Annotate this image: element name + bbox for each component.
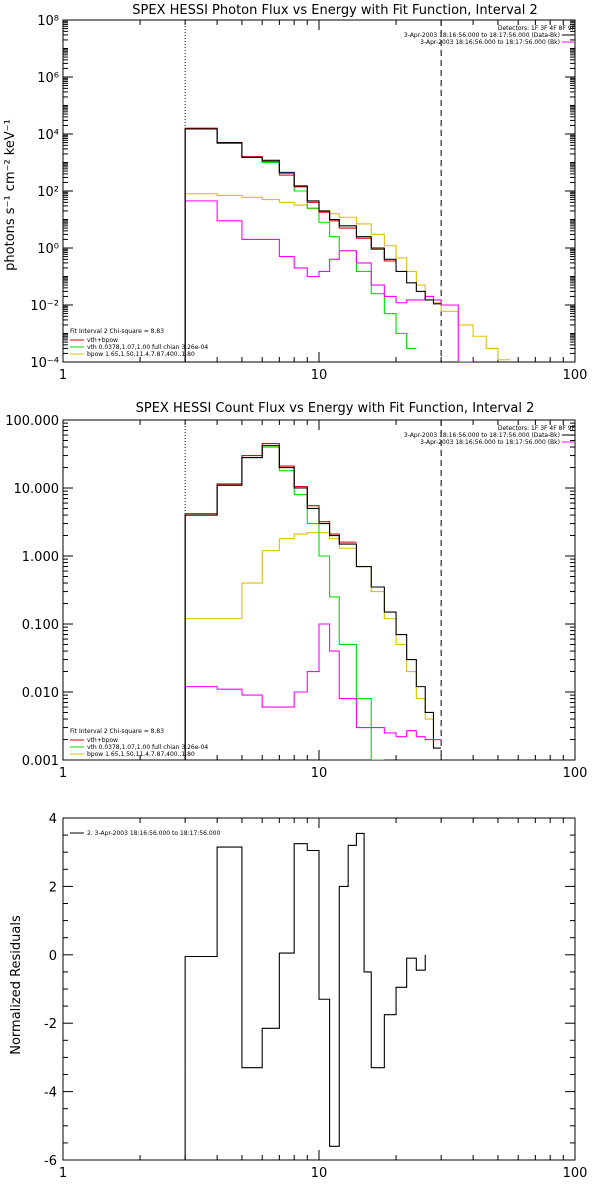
residuals-ytick-label: -2 [44,1017,57,1032]
residuals-xtick-label: 100 [563,1166,588,1181]
photon-flux-series-data [184,128,442,362]
count-flux-info-bk: 3-Apr-2003 18:16:56.000 to 18:17:56.000 … [420,439,560,446]
photon-flux-fit-header: Fit Interval 2 Chi-square = 8.83 [70,328,164,335]
residuals-xtick-label: 10 [311,1166,328,1181]
count-flux-detectors: Detectors: 1F 3F 4F 8F 9F [498,425,576,432]
photon-flux-ytick-label: 10⁻² [30,299,59,314]
count-flux-xtick-label: 100 [563,766,588,781]
photon-flux-panel: SPEX HESSI Photon Flux vs Energy with Fi… [3,3,587,383]
photon-flux-ytick-label: 10⁸ [37,14,59,29]
count-flux-fit-entry-vth: vth 0.0378,1.07,1.00 full chian 3.26e-04 [87,744,208,751]
photon-flux-detectors: Detectors: 1F 3F 4F 8F 9F [498,25,576,32]
photon-flux-ytick-label: 10⁰ [37,242,59,257]
photon-flux-info-bk: 3-Apr-2003 18:16:56.000 to 18:17:56.000 … [420,39,560,46]
photon-flux-ylabel: photons s⁻¹ cm⁻² keV⁻¹ [3,119,18,271]
photon-flux-ytick-label: 10⁻⁴ [30,356,59,371]
count-flux-ytick-label: 0.100 [22,618,59,633]
residuals-ticks [62,817,575,1161]
residuals-ytick-label: 2 [49,880,57,895]
residuals-xtick-label: 1 [59,1166,67,1181]
count-flux-panel: SPEX HESSI Count Flux vs Energy with Fit… [5,401,587,781]
residuals-series-data [184,832,426,1160]
residuals-ytick-label: -6 [44,1154,57,1169]
residuals-legend-entry: 2. 3-Apr-2003 18:16:56.000 to 18:17:56.0… [87,830,220,837]
count-flux-info-data: 3-Apr-2003 18:16:56.000 to 18:17:56.000 … [404,432,560,439]
photon-flux-info-data: 3-Apr-2003 18:16:56.000 to 18:17:56.000 … [404,32,560,39]
photon-flux-title: SPEX HESSI Photon Flux vs Energy with Fi… [132,3,538,18]
photon-flux-ytick-label: 10² [37,185,59,200]
residuals-ylabel: Normalized Residuals [9,915,24,1055]
photon-flux-ytick-label: 10⁴ [37,128,59,143]
residuals-ytick-label: -4 [44,1086,57,1101]
residuals-ytick-label: 4 [49,812,57,827]
photon-flux-xtick-label: 1 [59,368,67,383]
count-flux-ticks [62,420,575,761]
photon-flux-series-total [184,200,474,362]
photon-flux-fit-entry-total: vth+bpow [87,337,118,344]
count-flux-ytick-label: 0.001 [22,754,59,769]
count-flux-fit-entry-total: vth+bpow [87,737,118,744]
photon-flux-ytick-label: 10⁶ [37,71,59,86]
count-flux-ytick-label: 10.000 [14,482,60,497]
count-flux-ytick-label: 0.010 [22,686,59,701]
photon-flux-xtick-label: 100 [563,368,588,383]
residuals-panel: Normalized Residuals 2. 3-Apr-2003 18:16… [9,812,587,1181]
count-flux-title: SPEX HESSI Count Flux vs Energy with Fit… [136,401,535,416]
count-flux-fit-header: Fit Interval 2 Chi-square = 8.83 [70,728,164,735]
count-flux-series-total [184,623,442,760]
photon-flux-fit-entry-vth: vth 0.0378,1.07,1.00 full chian 3.26e-04 [87,344,208,351]
photon-flux-ticks [62,20,575,363]
count-flux-xtick-label: 10 [311,766,328,781]
count-flux-fit-entry-bpow: bpow 1.65,1.50,11.4,7.87,400.,1.80 [87,751,195,758]
count-flux-ytick-label: 1.000 [22,550,59,565]
count-flux-series-data [184,445,442,760]
count-flux-xtick-label: 1 [59,766,67,781]
count-flux-ytick-label: 100.000 [5,414,59,429]
residuals-ytick-label: 0 [49,949,57,964]
photon-flux-xtick-label: 10 [311,368,328,383]
photon-flux-fit-entry-bpow: bpow 1.65,1.50,11.4,7.87,400.,1.80 [87,351,195,358]
